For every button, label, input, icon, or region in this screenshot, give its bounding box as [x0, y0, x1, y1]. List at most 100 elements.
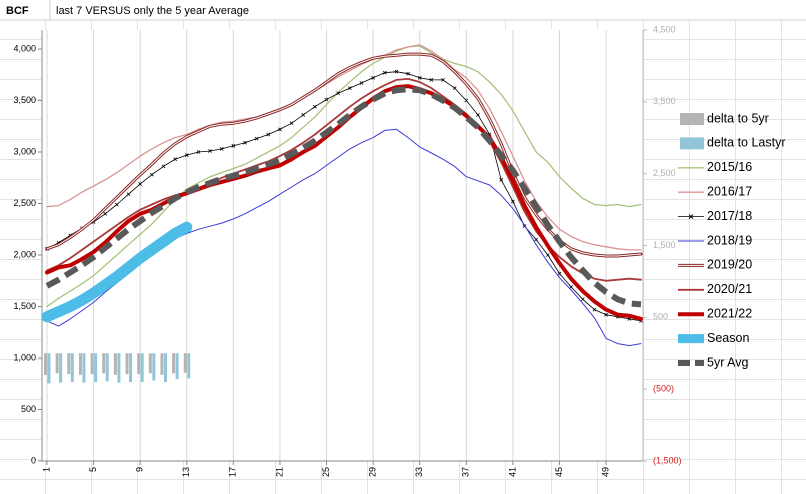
bar — [117, 353, 121, 383]
point-marker — [336, 91, 341, 96]
legend-label: 2019/20 — [707, 258, 752, 272]
y-axis-title: BCF — [6, 5, 29, 17]
point-marker — [289, 121, 294, 126]
bar — [90, 353, 94, 375]
point-marker — [476, 113, 480, 117]
point-marker — [510, 199, 515, 204]
point-marker — [149, 172, 154, 177]
point-marker — [243, 140, 247, 145]
point-marker — [208, 149, 212, 153]
point-marker — [604, 312, 608, 317]
legend-label: 5yr Avg — [707, 355, 749, 369]
bar — [102, 353, 106, 374]
point-marker — [219, 147, 224, 151]
legend-label: 2016/17 — [707, 184, 752, 198]
bar — [105, 353, 109, 382]
x-tick-label: 37 — [461, 467, 471, 477]
point-marker — [499, 177, 504, 182]
bar — [59, 353, 63, 383]
bar — [55, 353, 59, 374]
point-marker — [312, 104, 317, 109]
x-tick-label: 17 — [228, 467, 238, 477]
bar — [129, 353, 133, 382]
legend-label: 2018/19 — [707, 233, 752, 247]
x-tick-label: 49 — [600, 467, 610, 477]
bar — [67, 353, 71, 375]
point-marker — [534, 237, 539, 242]
x-tick-label: 5 — [88, 467, 98, 472]
point-marker — [103, 211, 108, 216]
point-marker — [254, 136, 259, 141]
line-series — [46, 45, 642, 308]
x-tick-label: 29 — [367, 467, 377, 477]
bar — [175, 353, 179, 380]
legend-label: 2021/22 — [707, 306, 752, 320]
legend-marker — [688, 214, 694, 219]
line-series — [41, 221, 193, 323]
bar — [187, 353, 191, 379]
x-tick-label: 25 — [321, 467, 331, 477]
bar — [140, 353, 144, 382]
legend-label: delta to Lastyr — [707, 136, 786, 150]
bar — [44, 353, 47, 375]
line-series — [46, 71, 642, 322]
point-marker — [406, 71, 410, 76]
header-row — [0, 0, 806, 20]
bar — [152, 353, 156, 381]
point-marker — [382, 70, 387, 75]
x-tick-label: 9 — [135, 467, 145, 472]
point-marker — [569, 285, 574, 289]
legend-swatch — [680, 113, 704, 125]
point-marker — [161, 164, 166, 169]
bar — [137, 353, 141, 375]
line-series-inner — [46, 53, 642, 257]
bar — [82, 353, 86, 383]
x-tick-label: 41 — [507, 467, 517, 477]
bar — [70, 353, 74, 382]
point-marker — [184, 153, 189, 157]
point-marker — [429, 78, 434, 82]
chart-title: last 7 VERSUS only the 5 year Average — [56, 5, 249, 17]
y2-tick-label: 3,500 — [653, 96, 676, 106]
legend-label: 2020/21 — [707, 282, 752, 296]
bar — [160, 353, 164, 375]
legend-label: 2015/16 — [707, 160, 752, 174]
point-marker — [557, 271, 562, 276]
y-tick-label: 2,000 — [13, 249, 36, 259]
legend-label: 2017/18 — [707, 209, 752, 223]
y2-tick-label: 4,500 — [653, 24, 676, 34]
y-tick-label: 4,000 — [13, 43, 36, 53]
point-marker — [138, 182, 143, 186]
y2-tick-label: 2,500 — [653, 168, 676, 178]
point-marker — [126, 192, 131, 197]
point-marker — [371, 75, 376, 80]
y-tick-label: 2,500 — [13, 198, 36, 208]
line-series — [46, 44, 642, 251]
y2-tick-label: 500 — [653, 312, 668, 322]
bar — [125, 353, 129, 375]
bar — [163, 353, 167, 382]
y2-tick-label: (500) — [653, 384, 674, 394]
point-marker — [592, 307, 597, 312]
bar — [78, 353, 82, 375]
x-tick-label: 13 — [181, 467, 191, 477]
y-tick-label: 0 — [31, 455, 36, 465]
y-tick-label: 1,000 — [13, 352, 36, 362]
bar — [148, 353, 152, 374]
x-tick-label: 21 — [274, 467, 284, 477]
x-tick-label: 33 — [414, 467, 424, 477]
y-tick-label: 3,000 — [13, 146, 36, 156]
line-series — [45, 86, 642, 308]
point-marker — [417, 75, 422, 80]
point-marker — [196, 150, 201, 154]
point-marker — [580, 297, 585, 302]
legend-swatch — [680, 137, 704, 150]
legend-label: delta to 5yr — [707, 111, 769, 125]
y-tick-label: 500 — [21, 404, 36, 414]
y2-tick-label: 1,500 — [653, 240, 676, 250]
y2-tick-label: (1,500) — [653, 455, 682, 465]
x-tick-label: 1 — [41, 467, 51, 472]
point-marker — [231, 143, 236, 148]
bar — [113, 353, 117, 375]
legend-label: Season — [707, 331, 749, 345]
